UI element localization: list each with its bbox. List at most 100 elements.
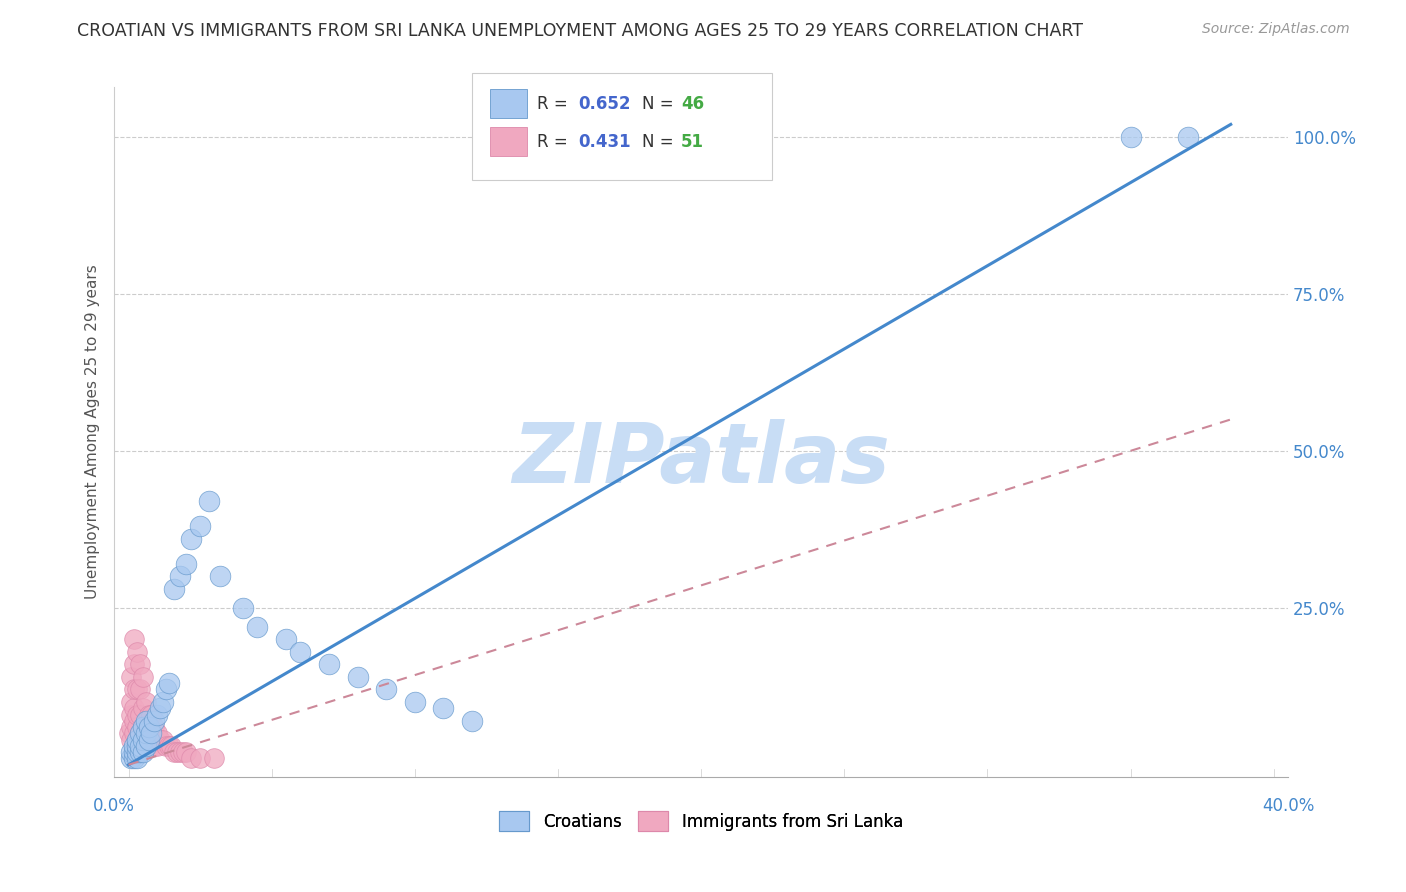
Point	[143, 714, 166, 728]
Point	[135, 739, 157, 753]
Point	[432, 701, 454, 715]
Point	[132, 732, 155, 747]
Point	[122, 739, 145, 753]
Point	[132, 745, 155, 759]
Point	[122, 714, 145, 728]
Text: CROATIAN VS IMMIGRANTS FROM SRI LANKA UNEMPLOYMENT AMONG AGES 25 TO 29 YEARS COR: CROATIAN VS IMMIGRANTS FROM SRI LANKA UN…	[77, 22, 1084, 40]
Point	[318, 657, 340, 672]
Point	[169, 745, 191, 759]
Point	[129, 726, 152, 740]
Point	[155, 682, 177, 697]
Point	[127, 732, 149, 747]
Point	[1177, 130, 1199, 145]
Point	[135, 714, 157, 728]
Point	[122, 726, 145, 740]
Point	[135, 726, 157, 740]
Point	[138, 720, 160, 734]
Point	[135, 732, 157, 747]
Point	[127, 739, 149, 753]
Text: 0.431: 0.431	[578, 133, 630, 151]
Point	[180, 751, 202, 765]
Point	[188, 519, 211, 533]
Text: 46: 46	[681, 95, 704, 113]
Point	[120, 670, 142, 684]
Point	[120, 707, 142, 722]
Point	[157, 676, 180, 690]
Point	[122, 701, 145, 715]
Y-axis label: Unemployment Among Ages 25 to 29 years: Unemployment Among Ages 25 to 29 years	[86, 265, 100, 599]
Point	[274, 632, 297, 647]
Point	[174, 557, 197, 571]
Point	[141, 726, 163, 740]
Point	[127, 682, 149, 697]
Point	[132, 732, 155, 747]
Point	[129, 745, 152, 759]
FancyBboxPatch shape	[472, 73, 772, 180]
Text: N =: N =	[643, 95, 679, 113]
Text: Source: ZipAtlas.com: Source: ZipAtlas.com	[1202, 22, 1350, 37]
Point	[146, 707, 169, 722]
Point	[127, 645, 149, 659]
Point	[1119, 130, 1142, 145]
Text: 0.0%: 0.0%	[93, 797, 135, 814]
Point	[135, 695, 157, 709]
Point	[152, 695, 174, 709]
Point	[163, 745, 186, 759]
Text: ZIPatlas: ZIPatlas	[512, 419, 890, 500]
Text: N =: N =	[643, 133, 679, 151]
Point	[127, 745, 149, 759]
Point	[129, 657, 152, 672]
Point	[180, 532, 202, 546]
Point	[127, 720, 149, 734]
Text: R =: R =	[537, 95, 572, 113]
Point	[129, 726, 152, 740]
Point	[120, 732, 142, 747]
Text: R =: R =	[537, 133, 572, 151]
Point	[129, 739, 152, 753]
Point	[129, 682, 152, 697]
Point	[155, 739, 177, 753]
Point	[120, 695, 142, 709]
Point	[122, 632, 145, 647]
Point	[202, 751, 225, 765]
Point	[132, 720, 155, 734]
Point	[132, 720, 155, 734]
Point	[141, 739, 163, 753]
Point	[172, 745, 194, 759]
Legend: Croatians, Immigrants from Sri Lanka: Croatians, Immigrants from Sri Lanka	[492, 805, 910, 838]
Point	[117, 726, 139, 740]
Point	[149, 732, 172, 747]
Point	[169, 569, 191, 583]
Point	[141, 707, 163, 722]
Point	[160, 739, 183, 753]
Text: 0.652: 0.652	[578, 95, 630, 113]
Point	[188, 751, 211, 765]
Point	[174, 745, 197, 759]
Point	[138, 732, 160, 747]
Text: 40.0%: 40.0%	[1261, 797, 1315, 814]
Point	[132, 670, 155, 684]
Point	[209, 569, 232, 583]
Point	[166, 745, 188, 759]
Point	[120, 720, 142, 734]
Point	[232, 600, 254, 615]
Point	[246, 620, 269, 634]
Point	[152, 732, 174, 747]
Point	[346, 670, 368, 684]
Point	[143, 739, 166, 753]
Point	[157, 739, 180, 753]
Point	[127, 751, 149, 765]
Point	[132, 701, 155, 715]
Point	[146, 739, 169, 753]
Point	[138, 732, 160, 747]
Point	[122, 682, 145, 697]
Point	[163, 582, 186, 596]
Point	[138, 707, 160, 722]
Point	[138, 720, 160, 734]
Point	[127, 707, 149, 722]
Point	[122, 751, 145, 765]
Point	[135, 720, 157, 734]
Point	[149, 701, 172, 715]
Text: 51: 51	[681, 133, 704, 151]
Point	[120, 745, 142, 759]
